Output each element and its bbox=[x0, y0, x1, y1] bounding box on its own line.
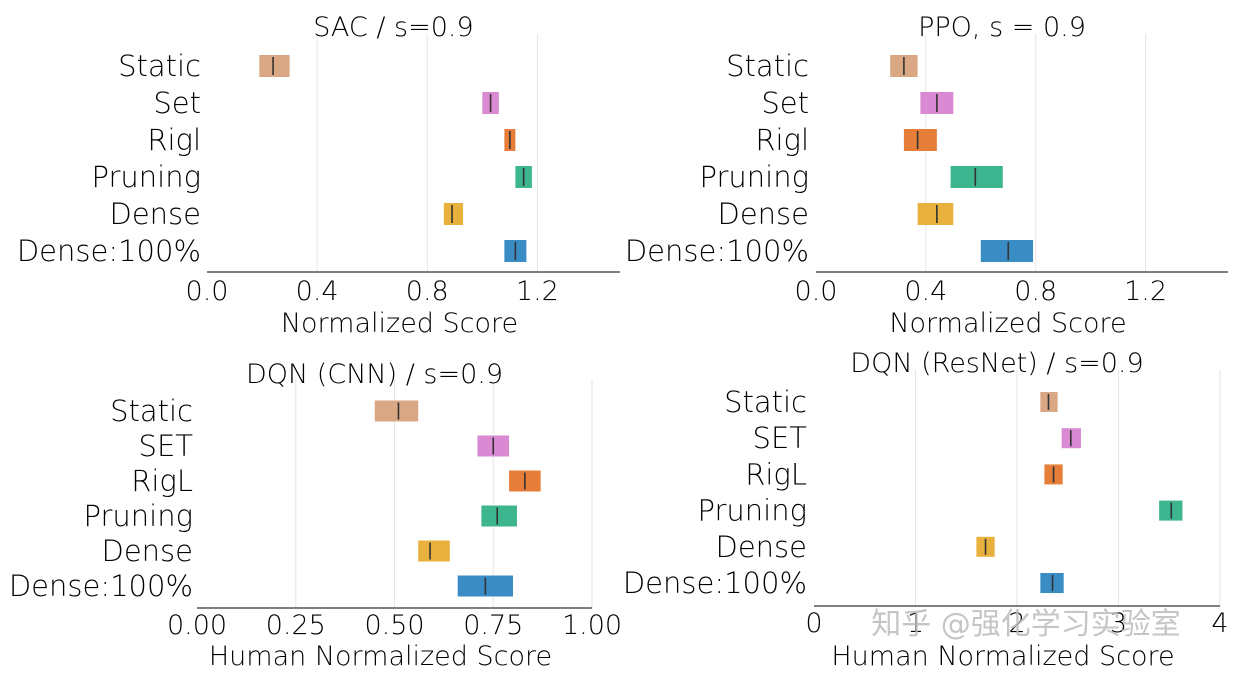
category-label: Dense:100% bbox=[17, 234, 201, 268]
x-tick-label: 1.2 bbox=[516, 276, 559, 307]
x-tick-label: 3 bbox=[1110, 608, 1127, 639]
category-label: Static bbox=[110, 394, 193, 428]
category-label: Dense:100% bbox=[9, 569, 193, 603]
x-tick-label: 0.75 bbox=[463, 610, 523, 641]
chart-panel-1: SAC / s=0.9 StaticSetRiglPruningDenseDens… bbox=[17, 12, 620, 339]
x-tick-label: 0.8 bbox=[1014, 276, 1057, 307]
category-label: Dense:100% bbox=[623, 566, 807, 600]
category-label: Pruning bbox=[697, 494, 807, 528]
category-label: RigL bbox=[131, 464, 193, 498]
category-label: Dense:100% bbox=[625, 234, 809, 268]
x-axis-label: Normalized Score bbox=[281, 308, 518, 339]
category-label: RigL bbox=[745, 457, 807, 491]
interval-bar bbox=[917, 203, 954, 225]
chart-title: DQN (ResNet) / s=0.9 bbox=[850, 348, 1143, 379]
category-label: Set bbox=[761, 86, 809, 120]
x-tick-label: 4 bbox=[1211, 608, 1228, 639]
x-tick-label: 1 bbox=[907, 608, 924, 639]
x-tick-label: 2 bbox=[1008, 608, 1025, 639]
category-label: Static bbox=[724, 385, 807, 419]
x-axis-label: Human Normalized Score bbox=[209, 641, 552, 672]
category-label: Static bbox=[726, 49, 809, 83]
interval-bar bbox=[259, 55, 290, 77]
chart-panel-4: DQN (ResNet) / s=0.9 StaticSETRigLPruning… bbox=[623, 348, 1229, 672]
category-label: Pruning bbox=[699, 160, 809, 194]
x-tick-label: 0.50 bbox=[364, 610, 424, 641]
interval-bar bbox=[950, 166, 1003, 188]
category-label: SET bbox=[753, 421, 808, 455]
category-label: Rigl bbox=[755, 123, 809, 157]
category-label: Dense bbox=[717, 197, 809, 231]
x-tick-label: 0.8 bbox=[406, 276, 449, 307]
x-axis-label: Human Normalized Score bbox=[831, 641, 1174, 672]
category-label: Static bbox=[118, 49, 201, 83]
category-label: Dense bbox=[101, 534, 193, 568]
category-label: Pruning bbox=[83, 499, 193, 533]
chart-title: DQN (CNN) / s=0.9 bbox=[246, 359, 503, 390]
category-label: Rigl bbox=[147, 123, 201, 157]
category-label: SET bbox=[139, 429, 194, 463]
x-tick-label: 1.2 bbox=[1124, 276, 1167, 307]
interval-bar bbox=[903, 129, 937, 151]
x-tick-label: 0.0 bbox=[795, 276, 838, 307]
interval-bar bbox=[481, 505, 517, 527]
category-label: Dense bbox=[715, 530, 807, 564]
category-label: Pruning bbox=[91, 160, 201, 194]
x-tick-label: 0.4 bbox=[296, 276, 339, 307]
chart-title: SAC / s=0.9 bbox=[313, 12, 473, 43]
chart-panel-3: DQN (CNN) / s=0.9StaticSETRigLPruningDen… bbox=[9, 359, 622, 672]
interval-bar bbox=[374, 400, 419, 422]
interval-bar bbox=[980, 240, 1033, 262]
interval-bar bbox=[418, 540, 450, 562]
x-tick-label: 1.00 bbox=[562, 610, 622, 641]
x-tick-label: 0 bbox=[805, 608, 822, 639]
chart-title: PPO, s = 0.9 bbox=[918, 12, 1086, 43]
x-tick-label: 0.0 bbox=[186, 276, 229, 307]
interval-bar bbox=[443, 203, 464, 225]
x-tick-label: 0.00 bbox=[167, 610, 227, 641]
watermark: 知乎 @强化学习实验室 bbox=[871, 607, 1181, 642]
chart-panel-2: PPO, s = 0.9 StaticSetRiglPruningDenseDen… bbox=[625, 12, 1228, 339]
category-label: Set bbox=[153, 86, 201, 120]
x-axis-label: Normalized Score bbox=[889, 308, 1126, 339]
category-label: Dense bbox=[109, 197, 201, 231]
x-tick-label: 0.25 bbox=[266, 610, 326, 641]
x-tick-label: 0.4 bbox=[904, 276, 947, 307]
